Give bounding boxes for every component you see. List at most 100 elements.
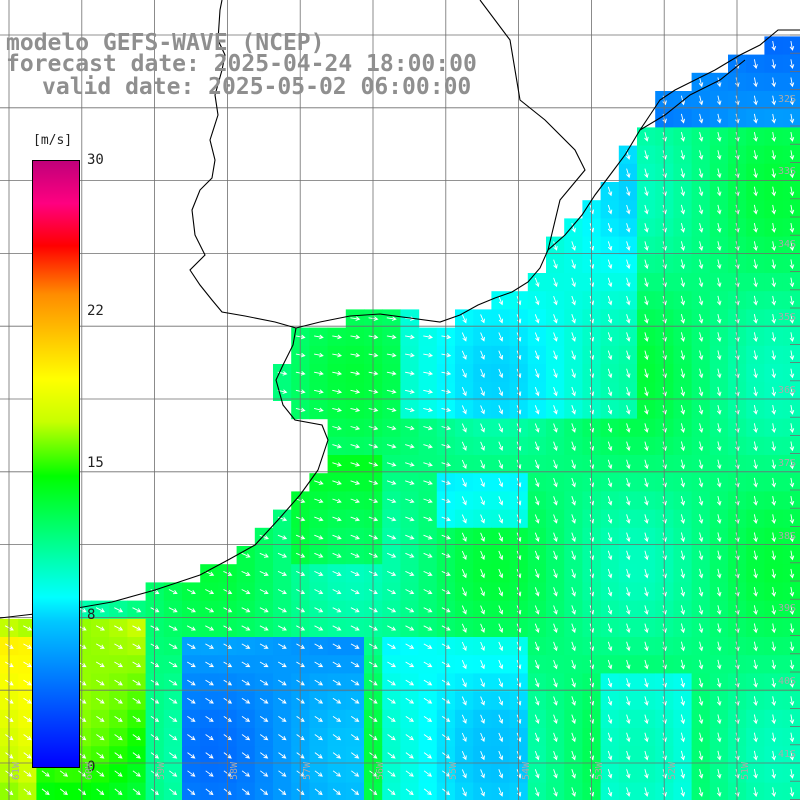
- wind-arrow: [753, 405, 758, 415]
- wind-arrow: [698, 623, 704, 634]
- wind-arrow: [771, 587, 777, 597]
- wind-arrow: [423, 643, 433, 649]
- wind-arrow: [132, 752, 141, 759]
- wind-arrow: [789, 241, 795, 252]
- wind-arrow: [753, 568, 758, 579]
- wind-arrow: [553, 696, 558, 706]
- wind-arrow: [753, 368, 758, 379]
- wind-arrow: [571, 314, 576, 324]
- wind-arrow: [644, 605, 649, 615]
- wind-arrow: [480, 623, 485, 633]
- wind-arrow: [186, 625, 196, 631]
- wind-arrow: [607, 241, 613, 251]
- wind-arrow: [753, 696, 758, 707]
- wind-arrow: [553, 350, 558, 360]
- wind-speed-cell: [418, 782, 438, 800]
- wind-arrow: [23, 716, 32, 722]
- wind-arrow: [680, 186, 686, 197]
- longitude-label: 53W: [594, 761, 605, 780]
- wind-arrow: [644, 204, 649, 215]
- wind-arrow: [626, 750, 631, 761]
- wind-arrow: [644, 350, 649, 361]
- wind-arrow: [461, 478, 467, 488]
- wind-arrow: [698, 677, 704, 688]
- wind-arrow: [753, 95, 758, 106]
- wind-arrow: [698, 259, 704, 270]
- wind-arrow: [771, 368, 777, 379]
- wind-arrow: [553, 277, 558, 288]
- wind-arrow: [716, 332, 722, 343]
- wind-arrow: [423, 734, 433, 741]
- wind-arrow: [114, 607, 124, 613]
- wind-arrow: [771, 496, 777, 506]
- wind-arrow: [259, 589, 269, 595]
- wind-arrow: [332, 788, 341, 796]
- wind-arrow: [205, 752, 214, 759]
- wind-arrow: [259, 734, 269, 741]
- wind-arrow: [534, 732, 540, 743]
- wind-arrow: [716, 605, 722, 616]
- wind-arrow: [626, 314, 631, 324]
- wind-arrow: [644, 441, 649, 452]
- wind-arrow: [461, 405, 467, 415]
- wind-arrow: [480, 350, 485, 360]
- wind-arrow: [461, 714, 467, 724]
- wind-arrow: [607, 696, 613, 706]
- wind-arrow: [753, 168, 758, 179]
- wind-arrow: [771, 678, 777, 688]
- wind-arrow: [698, 368, 704, 379]
- wind-arrow: [680, 131, 686, 142]
- wind-arrow: [571, 568, 576, 579]
- wind-arrow: [23, 734, 32, 741]
- wind-arrow: [278, 716, 287, 722]
- latitude-label: 34S: [777, 239, 796, 250]
- wind-arrow: [498, 750, 504, 761]
- wind-arrow: [753, 332, 758, 343]
- wind-arrow: [698, 532, 704, 543]
- wind-arrow: [607, 641, 613, 652]
- wind-arrow: [789, 41, 795, 51]
- wind-arrow: [260, 752, 269, 759]
- coastline: [0, 0, 800, 619]
- wind-speed-cell: [345, 782, 365, 800]
- wind-arrow: [753, 477, 758, 488]
- wind-arrow: [789, 678, 795, 688]
- wind-arrow: [405, 516, 415, 522]
- wind-arrow: [332, 679, 342, 686]
- wind-arrow: [644, 659, 649, 670]
- longitude-label: 51W: [740, 761, 751, 780]
- wind-arrow: [480, 368, 485, 379]
- wind-arrow: [534, 532, 540, 542]
- wind-arrow: [405, 425, 415, 431]
- wind-arrow: [205, 697, 214, 704]
- wind-arrow: [350, 498, 360, 504]
- wind-arrow: [350, 643, 360, 649]
- wind-arrow: [680, 605, 686, 616]
- wind-speed-cell: [127, 782, 147, 800]
- wind-arrow: [186, 607, 196, 613]
- wind-arrow: [498, 459, 504, 470]
- wind-arrow: [553, 514, 558, 524]
- wind-arrow: [278, 697, 287, 704]
- wind-arrow: [698, 277, 704, 288]
- wind-arrow: [698, 459, 704, 470]
- wind-arrow: [59, 770, 69, 777]
- wind-arrow: [789, 314, 795, 324]
- wind-arrow: [771, 769, 777, 779]
- wind-arrow: [698, 404, 704, 415]
- wind-arrow: [716, 587, 722, 597]
- wind-arrow: [716, 514, 722, 525]
- wind-arrow: [680, 222, 686, 233]
- wind-arrow: [607, 732, 613, 743]
- wind-arrow: [498, 787, 504, 797]
- wind-arrow: [626, 332, 631, 342]
- wind-arrow: [423, 534, 433, 540]
- wind-arrow: [168, 589, 178, 595]
- wind-arrow: [753, 678, 758, 688]
- wind-arrow: [387, 552, 397, 558]
- wind-arrow: [607, 587, 613, 597]
- wind-arrow: [23, 679, 32, 686]
- wind-arrow: [114, 788, 123, 796]
- wind-arrow: [771, 132, 777, 142]
- wind-arrow: [534, 277, 540, 288]
